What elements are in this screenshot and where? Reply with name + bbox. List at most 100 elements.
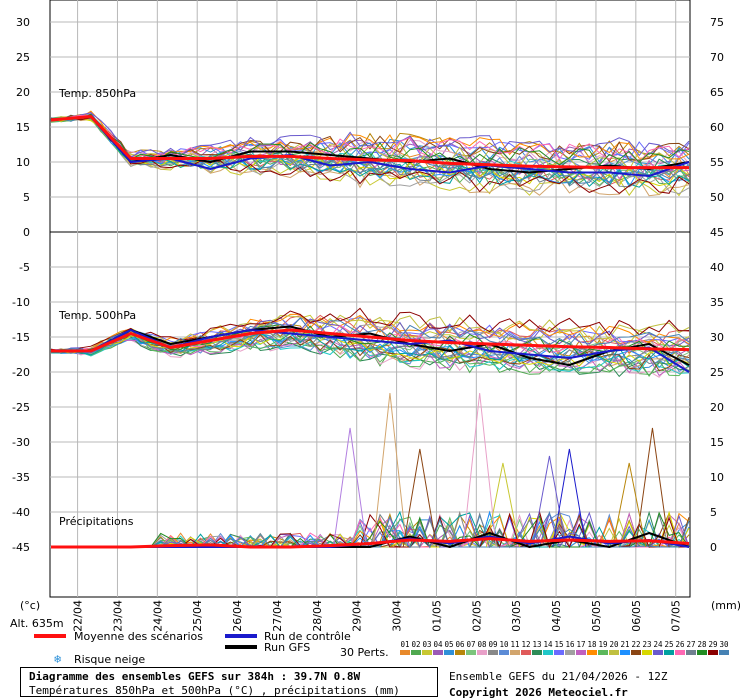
date-tick-label: 23/04: [111, 600, 124, 632]
pert-legend-swatch: [510, 650, 520, 655]
pert-legend-id: 13: [532, 640, 541, 649]
date-tick-label: 05/05: [590, 600, 603, 632]
pert-legend-id: 01: [400, 640, 409, 649]
right-tick-label: 5: [710, 506, 717, 519]
pert-line-t850: [50, 114, 690, 164]
pert-legend-swatch: [653, 650, 663, 655]
right-tick-label: 50: [710, 191, 724, 204]
pert-line-t850: [50, 113, 690, 160]
left-tick-label: 25: [16, 51, 30, 64]
right-tick-label: 40: [710, 261, 724, 274]
left-tick-label: 20: [16, 86, 30, 99]
pert-legend-swatch: [576, 650, 586, 655]
left-tick-label: 0: [23, 226, 30, 239]
pert-legend-id: 11: [510, 640, 519, 649]
date-tick-label: 25/04: [191, 600, 204, 632]
date-tick-label: 02/05: [470, 600, 483, 632]
right-tick-label: 30: [710, 331, 724, 344]
pert-legend-id: 10: [499, 640, 509, 649]
pert-legend-id: 06: [455, 640, 465, 649]
date-tick-label: 24/04: [151, 600, 164, 632]
right-tick-label: 25: [710, 366, 724, 379]
date-tick-label: 04/05: [550, 600, 563, 632]
pert-legend-id: 09: [488, 640, 497, 649]
date-tick-label: 01/05: [430, 600, 443, 632]
pert-legend-swatch: [411, 650, 421, 655]
pert-legend-id: 16: [565, 640, 575, 649]
pert-legend-swatch: [543, 650, 553, 655]
copyright: Copyright 2026 Meteociel.fr: [449, 686, 628, 699]
date-tick-label: 28/04: [311, 600, 324, 632]
pert-line-t850: [50, 116, 690, 197]
left-axis-unit: (°c): [20, 599, 40, 612]
pert-legend-id: 23: [642, 640, 651, 649]
legend-swatch-mean: [34, 634, 66, 638]
right-tick-label: 20: [710, 401, 724, 414]
left-tick-label: -5: [19, 261, 30, 274]
pert-legend-id: 20: [609, 640, 619, 649]
pert-legend-swatch: [686, 650, 696, 655]
precip-spike: [612, 462, 647, 548]
precip-spike: [552, 448, 587, 548]
pert-legend-swatch: [719, 650, 729, 655]
date-tick-label: 03/05: [510, 600, 523, 632]
precip-spike: [485, 462, 521, 548]
pert-legend-id: 27: [686, 640, 695, 649]
right-tick-label: 0: [710, 541, 717, 554]
pert-line-t500: [50, 336, 690, 378]
pert-legend-swatch: [455, 650, 465, 655]
legend-label-perts: 30 Perts.: [340, 646, 389, 659]
pert-legend-id: 05: [444, 640, 453, 649]
date-tick-label: 29/04: [351, 600, 364, 632]
series-t500-run-gfs: [51, 325, 690, 366]
pert-legend-id: 21: [620, 640, 629, 649]
pert-legend-id: 25: [664, 640, 673, 649]
pert-line-t500: [50, 329, 690, 366]
right-tick-label: 75: [710, 16, 724, 29]
legend-label-control: Run de contrôle: [264, 630, 351, 643]
pert-legend-id: 08: [477, 640, 487, 649]
precip-spike: [532, 455, 567, 548]
pert-line-t500: [50, 333, 690, 378]
left-tick-label: -35: [12, 471, 30, 484]
pert-line-t850: [50, 112, 690, 158]
pert-line-t500: [50, 307, 690, 353]
precip-spike: [402, 448, 437, 548]
right-axis-unit: (mm): [711, 599, 740, 612]
left-tick-label: -40: [12, 506, 30, 519]
pert-legend-swatch: [675, 650, 685, 655]
left-tick-label: -10: [12, 296, 30, 309]
precip-spike: [635, 427, 670, 548]
pert-legend-swatch: [488, 650, 498, 655]
pert-legend-swatch: [697, 650, 707, 655]
chart-frame: [49, 0, 691, 598]
altitude-label: Alt. 635m: [10, 617, 64, 630]
pert-legend-id: 02: [411, 640, 420, 649]
left-tick-label: -25: [12, 401, 30, 414]
left-tick-label: -30: [12, 436, 30, 449]
series-precip-moyenne-des-sc-narios: [51, 537, 690, 549]
pert-legend-swatch: [565, 650, 575, 655]
left-tick-label: 10: [16, 156, 30, 169]
pert-legend-swatch: [620, 650, 630, 655]
panel-label-t850: Temp. 850hPa: [58, 87, 136, 100]
right-tick-label: 55: [710, 156, 724, 169]
right-tick-label: 60: [710, 121, 724, 134]
pert-legend-swatch: [631, 650, 641, 655]
legend-label-mean: Moyenne des scénarios: [74, 630, 203, 643]
right-tick-label: 35: [710, 296, 724, 309]
pert-legend-id: 07: [466, 640, 475, 649]
date-tick-label: 26/04: [231, 600, 244, 632]
pert-legend-id: 04: [433, 640, 443, 649]
footer-title: Diagramme des ensembles GEFS sur 384h : …: [29, 670, 361, 683]
pert-line-t500: [50, 332, 690, 367]
series-t850-moyenne-des-sc-narios: [50, 115, 689, 170]
date-tick-label: 27/04: [271, 600, 284, 632]
pert-legend-swatch: [433, 650, 443, 655]
right-tick-label: 15: [710, 436, 724, 449]
pert-legend-swatch: [444, 650, 454, 655]
main-series-lines: [50, 115, 690, 549]
pert-legend-id: 14: [543, 640, 553, 649]
snowflake-icon: ❄: [54, 652, 61, 666]
pert-legend-id: 19: [598, 640, 607, 649]
